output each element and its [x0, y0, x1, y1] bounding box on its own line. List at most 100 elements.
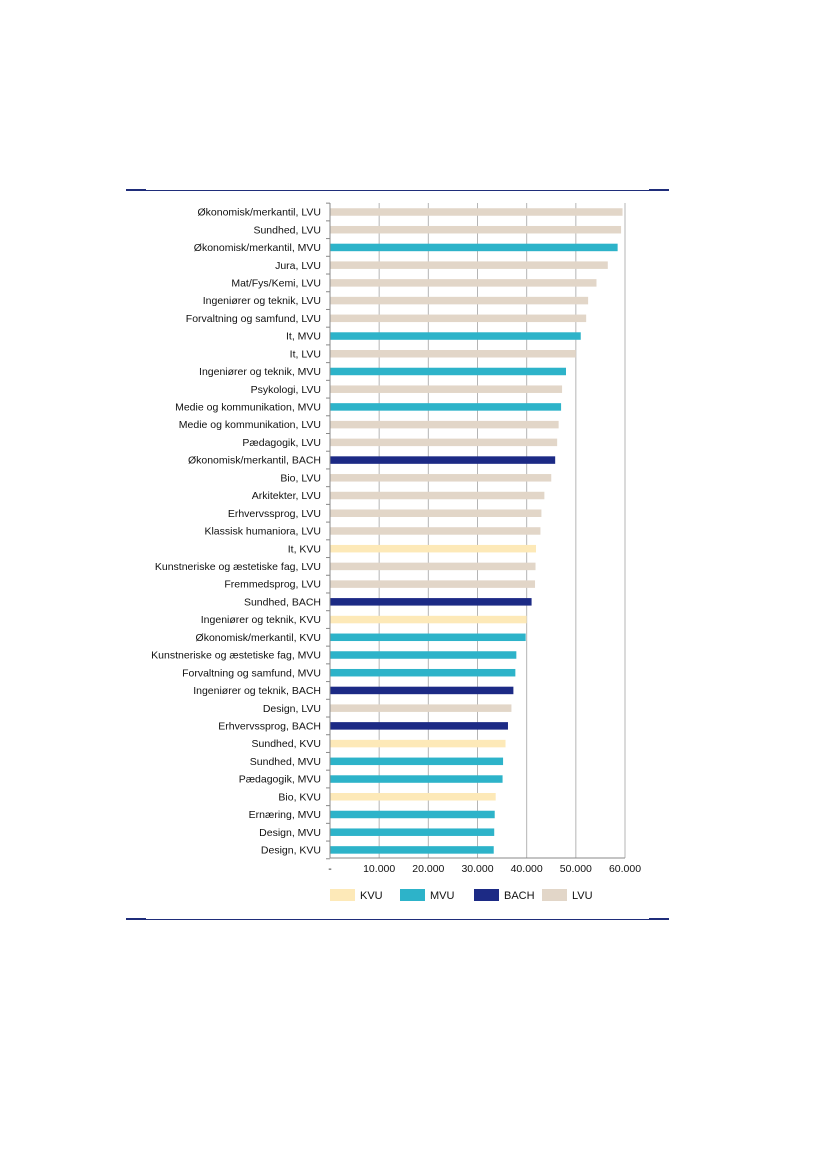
- category-label: Design, MVU: [259, 827, 321, 839]
- category-label: It, LVU: [290, 348, 321, 360]
- legend-label: KVU: [360, 890, 383, 902]
- bar: [330, 686, 514, 695]
- bar: [330, 810, 495, 819]
- category-label: Jura, LVU: [275, 260, 321, 272]
- bar: [330, 332, 581, 340]
- category-label: Økonomisk/merkantil, KVU: [196, 632, 321, 644]
- category-label: Økonomisk/merkantil, MVU: [194, 242, 321, 254]
- x-tick-label: 10.000: [363, 863, 395, 875]
- category-label: It, KVU: [288, 543, 321, 555]
- bar: [330, 509, 542, 517]
- category-label: Bio, LVU: [280, 472, 321, 484]
- category-label: Fremmedsprog, LVU: [224, 579, 321, 591]
- bar: [330, 403, 562, 411]
- category-label: Forvaltning og samfund, LVU: [186, 313, 321, 325]
- category-labels: Økonomisk/merkantil, LVU Sundhed, LVU Økon…: [151, 207, 321, 857]
- category-label: Kunstneriske og æstetiske fag, LVU: [155, 561, 321, 573]
- category-label: Ingeniører og teknik, LVU: [203, 295, 321, 307]
- legend-label: BACH: [504, 890, 535, 902]
- x-tick-labels: - 10.000 20.000 30.000 40.000 50.000 60.000: [328, 863, 641, 875]
- category-label: Erhvervssprog, LVU: [228, 508, 321, 520]
- category-label: Sundhed, LVU: [253, 224, 321, 236]
- bar: [330, 544, 537, 553]
- category-label: Pædagogik, LVU: [242, 437, 321, 449]
- bar: [330, 420, 559, 429]
- bar: [330, 208, 623, 216]
- bar: [330, 722, 508, 730]
- legend-swatch: [474, 889, 499, 901]
- category-label: Pædagogik, MVU: [239, 774, 321, 786]
- x-tick-label: 30.000: [461, 863, 493, 875]
- bar: [330, 279, 597, 287]
- category-label: It, MVU: [286, 331, 321, 343]
- category-label: Ingeniører og teknik, BACH: [193, 685, 321, 697]
- legend-label: LVU: [572, 890, 593, 902]
- bar: [330, 775, 503, 783]
- legend-label: MVU: [430, 890, 455, 902]
- bar: [330, 580, 536, 588]
- category-label: Design, KVU: [261, 845, 321, 857]
- category-label: Mat/Fys/Kemi, LVU: [231, 277, 321, 289]
- category-label: Økonomisk/merkantil, LVU: [197, 207, 321, 219]
- bar: [330, 668, 516, 677]
- bar: [330, 438, 558, 447]
- bar: [330, 562, 536, 571]
- bar: [330, 615, 527, 624]
- category-label: Medie og kommunikation, LVU: [179, 419, 321, 431]
- bar: [330, 474, 552, 482]
- axes: [326, 202, 625, 860]
- x-tick-label: 60.000: [609, 863, 641, 875]
- bar: [330, 651, 517, 659]
- category-label: Ingeniører og teknik, KVU: [201, 614, 321, 626]
- x-tick-label: -: [328, 863, 332, 875]
- category-label: Ingeniører og teknik, MVU: [199, 366, 321, 378]
- bar: [330, 757, 504, 766]
- category-label: Ernæring, MVU: [249, 809, 321, 821]
- category-label: Økonomisk/merkantil, BACH: [188, 455, 321, 467]
- x-tick-label: 50.000: [560, 863, 592, 875]
- bar: [330, 739, 506, 748]
- x-tick-label: 40.000: [511, 863, 543, 875]
- bar: [330, 225, 622, 234]
- legend: KVU MVU BACH LVU: [330, 889, 593, 902]
- bar: [330, 828, 495, 836]
- category-label: Kunstneriske og æstetiske fag, MVU: [151, 650, 321, 662]
- bar: [330, 846, 494, 854]
- category-label: Sundhed, MVU: [250, 756, 321, 768]
- bar: [330, 296, 589, 305]
- bar: [330, 491, 545, 500]
- category-label: Arkitekter, LVU: [252, 490, 321, 502]
- legend-swatch: [400, 889, 425, 901]
- bar: [330, 385, 563, 393]
- bar: [330, 350, 576, 358]
- bar: [330, 243, 618, 252]
- legend-swatch: [542, 889, 567, 901]
- category-label: Sundhed, KVU: [252, 738, 321, 750]
- bottom-rule-cap-right: [649, 918, 669, 920]
- category-label: Design, LVU: [263, 703, 321, 715]
- bar: [330, 598, 532, 606]
- bar: [330, 704, 512, 712]
- bar: [330, 261, 608, 269]
- category-label: Bio, KVU: [278, 791, 321, 803]
- legend-swatch: [330, 889, 355, 901]
- category-label: Medie og kommunikation, MVU: [175, 402, 321, 414]
- bottom-rule: [126, 918, 669, 920]
- category-label: Psykologi, LVU: [251, 384, 321, 396]
- bar: [330, 367, 566, 376]
- bar: [330, 314, 587, 323]
- top-rule-cap-right: [649, 189, 669, 191]
- bottom-rule-cap-left: [126, 918, 146, 920]
- category-label: Klassisk humaniora, LVU: [204, 526, 321, 538]
- bar: [330, 793, 496, 801]
- top-rule: [126, 189, 669, 191]
- category-label: Sundhed, BACH: [244, 596, 321, 608]
- bar: [330, 527, 541, 535]
- category-label: Forvaltning og samfund, MVU: [182, 667, 321, 679]
- category-label: Erhvervssprog, BACH: [218, 720, 321, 732]
- x-tick-label: 20.000: [412, 863, 444, 875]
- bar: [330, 456, 556, 464]
- bars: [330, 208, 623, 854]
- bar: [330, 633, 526, 642]
